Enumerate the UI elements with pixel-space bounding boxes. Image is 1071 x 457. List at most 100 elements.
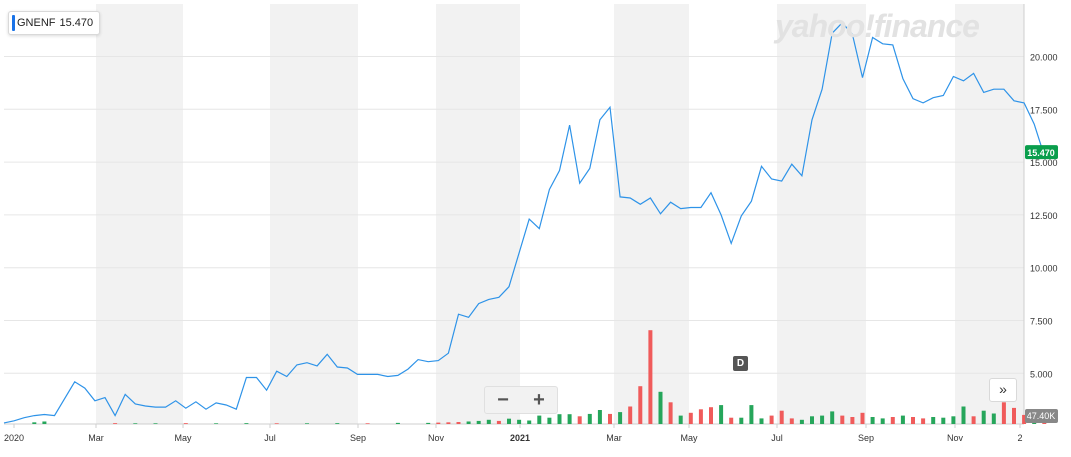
x-tick-label: 2	[1017, 433, 1022, 443]
volume-bar	[860, 412, 865, 424]
y-tick-label: 5.000	[1030, 369, 1053, 379]
x-tick-label: May	[174, 433, 192, 443]
x-tick-label: Nov	[428, 433, 445, 443]
volume-bar	[900, 415, 905, 424]
volume-bar	[274, 423, 279, 424]
volume-bar	[961, 406, 966, 424]
x-tick-label: 2020	[4, 433, 24, 443]
scroll-forward-button[interactable]: »	[989, 378, 1017, 402]
volume-bar	[648, 330, 653, 424]
volume-bar	[769, 415, 774, 424]
y-tick-label: 10.000	[1030, 264, 1058, 274]
y-tick-label: 20.000	[1030, 52, 1058, 62]
volume-bar	[628, 406, 633, 424]
x-tick-label: Sep	[858, 433, 874, 443]
volume-bar	[931, 417, 936, 424]
y-tick-label: 12.500	[1030, 211, 1058, 221]
volume-bar	[547, 417, 552, 424]
volume-bar	[133, 423, 138, 424]
volume-bar	[921, 418, 926, 424]
volume-bar	[335, 423, 340, 424]
volume-bar	[880, 418, 885, 424]
x-tick-label: Mar	[88, 433, 104, 443]
volume-bar	[567, 414, 572, 424]
ticker-legend[interactable]: GNENF 15.470	[8, 11, 101, 35]
volume-bar	[850, 417, 855, 424]
y-tick-label: 7.500	[1030, 317, 1053, 327]
x-tick-label: Jul	[264, 433, 276, 443]
volume-bar	[981, 410, 986, 424]
volume-bar	[466, 421, 471, 424]
x-tick-label: Nov	[947, 433, 964, 443]
volume-bar	[214, 423, 219, 424]
zoom-out-button[interactable]: −	[497, 389, 509, 411]
price-line	[3, 21, 1055, 424]
volume-bar	[890, 417, 895, 424]
volume-bar	[183, 423, 188, 424]
volume-bar	[830, 411, 835, 424]
volume-bar	[476, 420, 481, 424]
volume-bar	[951, 416, 956, 424]
volume-bar	[365, 423, 370, 424]
volume-bar	[779, 410, 784, 424]
yahoo-finance-watermark: yahoo!finance	[775, 8, 980, 44]
volume-bar	[759, 418, 764, 424]
volume-bar	[1001, 402, 1006, 424]
volume-bar	[153, 423, 158, 424]
volume-bar	[719, 405, 724, 424]
volume-bar	[507, 418, 511, 424]
volume-bar	[991, 413, 996, 424]
volume-bar	[941, 417, 946, 424]
volume-bar	[608, 413, 612, 424]
volume-bar	[244, 423, 249, 424]
y-tick-label: 15.000	[1030, 158, 1058, 168]
volume-bar	[517, 419, 522, 424]
volume-bar	[739, 417, 744, 424]
last-price-label: 15.470	[1027, 148, 1055, 158]
x-tick-label: Jul	[771, 433, 783, 443]
volume-bar	[698, 409, 703, 424]
volume-bar	[537, 415, 542, 424]
x-tick-label: 2021	[510, 433, 530, 443]
volume-bar	[971, 416, 976, 424]
volume-bar	[113, 423, 118, 424]
volume-bar	[678, 415, 683, 424]
last-price-flag	[1025, 145, 1058, 160]
volume-bar	[799, 419, 804, 424]
volume-bar	[840, 415, 845, 424]
volume-bar	[446, 422, 451, 424]
volume-bar	[638, 386, 643, 424]
y-tick-label: 17.500	[1030, 105, 1058, 115]
volume-bar	[749, 405, 754, 424]
volume-bar	[557, 414, 562, 424]
volume-bar	[810, 416, 814, 424]
x-tick-label: Mar	[606, 433, 622, 443]
volume-bar	[688, 412, 693, 424]
volume-bar	[658, 391, 663, 424]
volume-bar	[668, 402, 673, 424]
volume-bar	[870, 417, 875, 424]
volume-bar	[456, 422, 461, 424]
volume-bar	[426, 422, 431, 424]
volume-label: 47.40K	[1027, 411, 1056, 421]
x-tick-label: May	[680, 433, 698, 443]
month-band	[270, 4, 358, 424]
volume-bar	[305, 423, 309, 424]
zoom-in-button[interactable]: +	[533, 389, 545, 411]
interval-badge[interactable]: D	[733, 356, 748, 371]
ticker-symbol: GNENF	[17, 17, 56, 29]
volume-bar	[597, 410, 602, 424]
volume-bar	[42, 421, 47, 424]
volume-bar	[32, 422, 37, 424]
volume-bar	[1022, 414, 1027, 424]
volume-bar	[618, 412, 623, 424]
month-band	[955, 4, 1024, 424]
volume-bar	[789, 418, 794, 424]
volume-bar	[729, 417, 734, 424]
volume-bar	[527, 420, 532, 424]
month-band	[436, 4, 520, 424]
volume-bar	[820, 415, 825, 424]
volume-bar	[486, 419, 491, 424]
